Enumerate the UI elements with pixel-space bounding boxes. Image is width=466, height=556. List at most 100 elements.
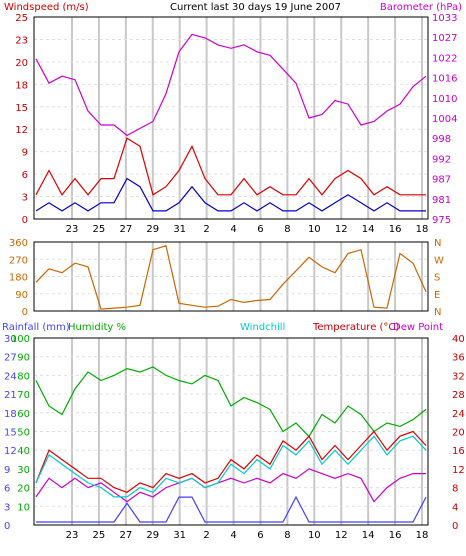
- barometer-tick-981: 981: [432, 195, 451, 206]
- wind-panel-frame: [33, 16, 429, 220]
- date-tick-top-10: 10: [308, 224, 321, 235]
- date-tick-bottom-18: 18: [416, 530, 429, 541]
- rain-tick-9: 9: [4, 465, 10, 476]
- temp-tick-32: 32: [452, 371, 465, 382]
- date-tick-bottom-31: 31: [173, 530, 186, 541]
- temp-tick-40: 40: [452, 334, 465, 345]
- humidity-tick-50: 50: [17, 428, 30, 439]
- series-windspeed: [35, 177, 426, 212]
- windspeed-tick-18: 18: [15, 80, 28, 91]
- rainfall-axis-label: Rainfall (mm): [2, 322, 70, 333]
- direction-tick-90: 90: [15, 290, 28, 301]
- barometer-tick-1027: 1027: [432, 33, 457, 44]
- date-tick-top-25: 25: [93, 224, 106, 235]
- dewpoint-axis-label: Dew Point: [393, 322, 443, 333]
- humidity-tick-30: 30: [17, 465, 30, 476]
- humidity-tick-100: 100: [11, 334, 30, 345]
- temp-tick-4: 4: [452, 502, 458, 513]
- date-tick-bottom-16: 16: [389, 530, 402, 541]
- date-tick-bottom-4: 4: [230, 530, 236, 541]
- humidity-tick-70: 70: [17, 390, 30, 401]
- date-tick-bottom-6: 6: [257, 530, 263, 541]
- rain-tick-30: 30: [4, 334, 17, 345]
- series-rainfall: [36, 495, 427, 523]
- temp-tick-24: 24: [452, 409, 465, 420]
- date-tick-top-29: 29: [146, 224, 159, 235]
- rain-tick-15: 15: [4, 428, 17, 439]
- humidity-axis-label: Humidity %: [68, 322, 126, 333]
- windspeed-tick-0: 0: [22, 215, 28, 226]
- windspeed-tick-6: 6: [22, 170, 28, 181]
- date-tick-bottom-27: 27: [119, 530, 132, 541]
- date-tick-top-6: 6: [257, 224, 263, 235]
- date-tick-bottom-23: 23: [66, 530, 79, 541]
- rain-tick-27: 27: [4, 353, 17, 364]
- date-tick-bottom-2: 2: [203, 530, 209, 541]
- compass-tick-3: W: [434, 255, 444, 266]
- barometer-tick-992: 992: [432, 154, 451, 165]
- windspeed-tick-20: 20: [15, 58, 28, 69]
- date-tick-top-2: 2: [203, 224, 209, 235]
- date-tick-top-27: 27: [119, 224, 132, 235]
- temp-tick-0: 0: [452, 521, 458, 532]
- compass-tick-4: N: [434, 238, 441, 249]
- date-tick-bottom-10: 10: [308, 530, 321, 541]
- series-temperature: [35, 430, 427, 493]
- barometer-tick-975: 975: [432, 215, 451, 226]
- rain-tick-12: 12: [4, 446, 17, 457]
- date-tick-top-8: 8: [284, 224, 290, 235]
- barometer-tick-987: 987: [432, 175, 451, 186]
- temp-tick-16: 16: [452, 446, 465, 457]
- direction-tick-0: 0: [22, 307, 28, 318]
- date-tick-top-23: 23: [66, 224, 79, 235]
- humidity-tick-90: 90: [17, 353, 30, 364]
- windspeed-axis-label: Windspeed (m/s): [4, 2, 89, 13]
- temp-tick-8: 8: [452, 484, 458, 495]
- humidity-tick-10: 10: [17, 502, 30, 513]
- barometer-tick-998: 998: [432, 134, 451, 145]
- barometer-tick-1016: 1016: [432, 74, 457, 85]
- barometer-tick-1022: 1022: [432, 53, 457, 64]
- compass-tick-1: E: [434, 290, 440, 301]
- temp-panel-frame: [33, 337, 429, 526]
- humidity-tick-60: 60: [17, 409, 30, 420]
- date-tick-bottom-14: 14: [362, 530, 375, 541]
- series-dew-point: [35, 468, 426, 503]
- date-tick-top-12: 12: [335, 224, 348, 235]
- date-tick-top-18: 18: [416, 224, 429, 235]
- date-tick-bottom-8: 8: [284, 530, 290, 541]
- direction-tick-180: 180: [9, 273, 28, 284]
- windspeed-tick-9: 9: [22, 148, 28, 159]
- windchill-label: Windchill: [240, 322, 285, 333]
- compass-tick-2: S: [434, 273, 440, 284]
- temp-tick-20: 20: [452, 428, 465, 439]
- temperature-axis-label: Temperature (°C): [312, 322, 399, 333]
- rain-tick-3: 3: [4, 502, 10, 513]
- rain-tick-0: 0: [4, 521, 10, 532]
- barometer-tick-1004: 1004: [432, 114, 457, 125]
- date-tick-bottom-25: 25: [93, 530, 106, 541]
- humidity-tick-40: 40: [17, 446, 30, 457]
- rain-tick-18: 18: [4, 409, 17, 420]
- date-tick-top-4: 4: [230, 224, 236, 235]
- direction-tick-270: 270: [9, 255, 28, 266]
- date-tick-top-31: 31: [173, 224, 186, 235]
- series-humidity: [35, 366, 427, 438]
- direction-panel-frame: [33, 241, 429, 312]
- series-barometer: [35, 33, 427, 137]
- series-gust: [35, 137, 426, 196]
- windspeed-tick-3: 3: [22, 193, 28, 204]
- rain-tick-6: 6: [4, 484, 10, 495]
- compass-tick-0: N: [434, 307, 441, 318]
- barometer-tick-1033: 1033: [432, 13, 457, 24]
- windspeed-tick-12: 12: [15, 125, 28, 136]
- barometer-axis-label: Barometer (hPa): [380, 2, 462, 13]
- direction-tick-360: 360: [9, 238, 28, 249]
- temp-tick-28: 28: [452, 390, 465, 401]
- date-tick-bottom-12: 12: [335, 530, 348, 541]
- date-tick-top-14: 14: [362, 224, 375, 235]
- date-tick-bottom-29: 29: [146, 530, 159, 541]
- rain-tick-21: 21: [4, 390, 17, 401]
- series-windchill: [35, 435, 427, 498]
